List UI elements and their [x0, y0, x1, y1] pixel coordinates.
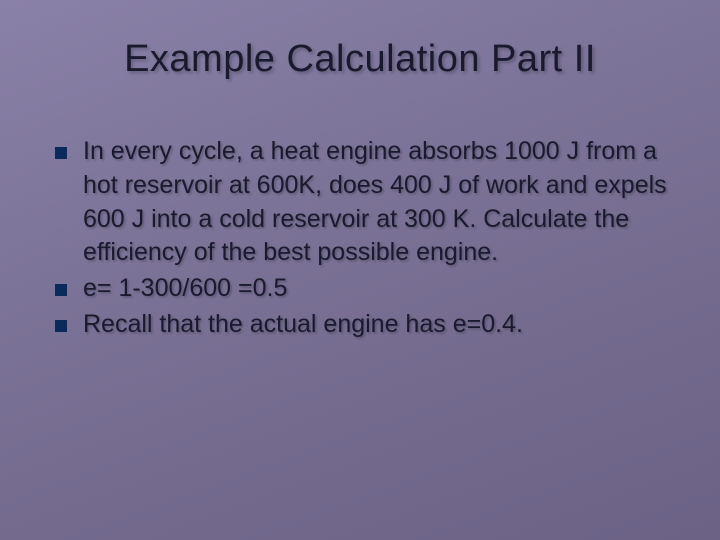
bullet-item: In every cycle, a heat engine absorbs 10…	[55, 135, 675, 270]
slide-body: In every cycle, a heat engine absorbs 10…	[55, 135, 675, 344]
square-bullet-icon	[55, 320, 67, 332]
square-bullet-icon	[55, 284, 67, 296]
slide: Example Calculation Part II In every cyc…	[0, 0, 720, 540]
bullet-text: In every cycle, a heat engine absorbs 10…	[83, 135, 675, 270]
square-bullet-icon	[55, 147, 67, 159]
bullet-item: e= 1-300/600 =0.5	[55, 272, 675, 306]
bullet-item: Recall that the actual engine has e=0.4.	[55, 308, 675, 342]
bullet-text: Recall that the actual engine has e=0.4.	[83, 308, 675, 342]
slide-title: Example Calculation Part II	[0, 38, 720, 81]
bullet-text: e= 1-300/600 =0.5	[83, 272, 675, 306]
